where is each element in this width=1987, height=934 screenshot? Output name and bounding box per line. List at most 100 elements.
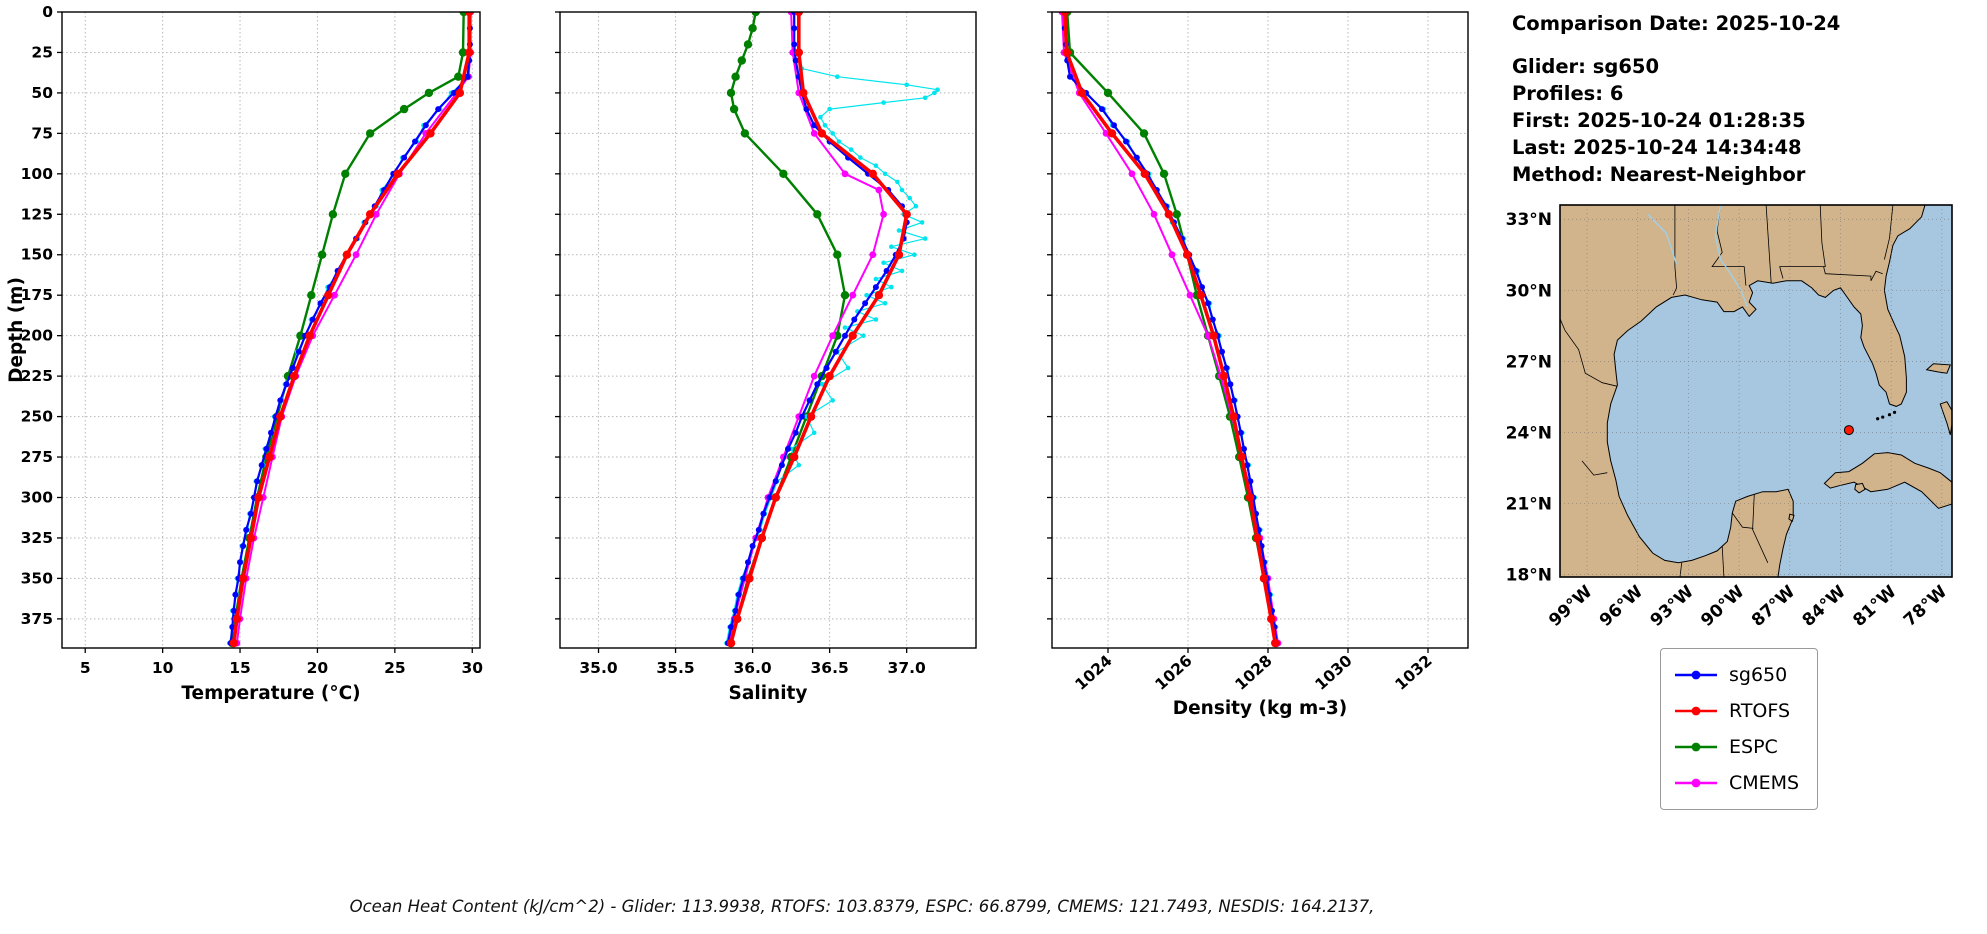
map-lat-label: 18°N [1506,566,1552,586]
map-border-line [1721,546,1725,577]
legend-item-cmems: CMEMS [1673,765,1799,801]
svg-text:200: 200 [21,327,54,345]
map-lon-label: 93°W [1647,582,1698,631]
svg-text:175: 175 [21,286,53,304]
map-river [1714,205,1749,308]
svg-text:1024: 1024 [1072,651,1116,693]
legend-item-rtofs: RTOFS [1673,693,1799,729]
map-lon-label: 96°W [1596,582,1647,631]
svg-text:250: 250 [21,408,54,426]
map-lat-label: 33°N [1506,210,1552,230]
map-land-bahamas-2 [1939,401,1952,435]
svg-text:125: 125 [21,205,53,223]
svg-text:75: 75 [31,124,53,142]
svg-text:1026: 1026 [1152,652,1196,694]
info-panel: Comparison Date: 2025-10-24 Glider: sg65… [1512,10,1840,188]
info-glider: Glider: sg650 [1512,55,1660,78]
legend-sample-espc [1675,742,1717,752]
map-border-line [1560,318,1618,387]
map-land-mainland [1560,205,1926,577]
temperature-xlabel: Temperature (°C) [181,683,360,704]
series-RTOFS-density [1060,12,1280,648]
svg-text:20: 20 [307,659,329,677]
legend-label-espc: ESPC [1729,736,1778,758]
svg-text:375: 375 [21,610,53,628]
temperature-ylabel: Depth (m) [6,277,27,383]
svg-text:25: 25 [384,659,406,677]
map-lon-label: 78°W [1900,582,1951,631]
svg-text:35.0: 35.0 [579,659,617,677]
legend-label-sg650: sg650 [1729,664,1788,686]
svg-text:1032: 1032 [1392,652,1436,694]
series-RTOFS-salinity [726,12,911,648]
svg-text:100: 100 [21,165,54,183]
svg-text:1030: 1030 [1312,651,1356,693]
info-gap [1512,37,1840,53]
svg-text:36.0: 36.0 [733,659,771,677]
map-border-line [1823,266,1883,281]
map-florida-keys-dot [1892,410,1897,414]
info-profiles: Profiles: 6 [1512,82,1624,105]
svg-text:275: 275 [21,448,53,466]
map-lon-label: 90°W [1697,582,1748,631]
map-lon-label: 99°W [1545,582,1596,631]
map-graticule [1560,205,1952,577]
svg-text:350: 350 [21,569,54,587]
map-lat-label: 30°N [1506,281,1552,301]
map-lat-label: 21°N [1506,495,1552,515]
density-y-ticks [1047,11,1052,620]
map-florida-keys-dot [1881,415,1885,419]
svg-text:10: 10 [152,659,174,677]
svg-text:300: 300 [21,488,54,506]
legend-item-sg650: sg650 [1673,657,1799,693]
legend-sample-rtofs [1675,706,1717,716]
series-RTOFS-temperature [229,12,474,648]
svg-text:0: 0 [42,3,53,21]
map-land-bahamas-1 [1925,363,1952,374]
svg-text:50: 50 [31,84,53,102]
svg-text:150: 150 [21,246,54,264]
svg-text:35.5: 35.5 [656,659,694,677]
legend: sg650 RTOFS ESPC CMEMS [1660,648,1819,810]
info-method: Method: Nearest-Neighbor [1512,163,1806,186]
legend-label-cmems: CMEMS [1729,772,1800,794]
map-florida-keys-dot [1876,417,1880,421]
info-first: First: 2025-10-24 01:28:35 [1512,109,1806,132]
map-lon-label: 81°W [1849,582,1900,631]
svg-text:30: 30 [461,659,483,677]
map-border-line [1711,205,1747,286]
info-last: Last: 2025-10-24 14:34:48 [1512,136,1802,159]
salinity-y-ticks [555,11,560,620]
map-florida-keys-dot [1887,413,1892,417]
map-lat-label: 24°N [1506,423,1552,443]
legend-sample-cmems [1675,778,1717,788]
map-lon-label: 87°W [1748,582,1799,631]
legend-item-espc: ESPC [1673,729,1799,765]
temperature-plot: 5 10 15 20 25 3002550751001251501752002252502… [6,3,483,704]
map-river [1647,214,1678,265]
map-land-isla-juventud [1854,482,1866,494]
svg-text:36.5: 36.5 [811,659,849,677]
ohc-footer-text: Ocean Heat Content (kJ/cm^2) - Glider: 1… [349,897,1375,916]
map-border-line [1765,205,1772,284]
map-border-line [1884,205,1894,260]
temperature-x-ticks: 5 10 15 20 25 30 [80,648,483,677]
svg-text:225: 225 [21,367,53,385]
gulf-of-mexico-map: 18°N 21°N 24°N 27°N 30°N 33°N 99°W 96°W 93°W 90°W… [1506,204,1953,631]
svg-text:37.0: 37.0 [888,659,926,677]
density-xlabel: Density (kg m-3) [1173,698,1348,719]
map-lat-label: 27°N [1506,352,1552,372]
density-x-ticks: 1024 1026 1028 1030 1032 [1072,648,1436,694]
temperature-y-ticks: 0 25 50 75 100 125 150 175 200 225 250 275 300 325 350… [21,3,62,628]
map-border-line [1752,494,1769,563]
map-border-line [1581,460,1608,476]
density-plot: 1024 1026 1028 1030 1032 Density (kg m-3) [1047,11,1469,719]
legend-label-rtofs: RTOFS [1729,700,1791,722]
svg-text:325: 325 [21,529,53,547]
svg-text:15: 15 [229,659,251,677]
glider-position-marker [1843,425,1854,436]
legend-sample-sg650 [1675,670,1717,680]
map-lon-label: 84°W [1799,582,1850,631]
